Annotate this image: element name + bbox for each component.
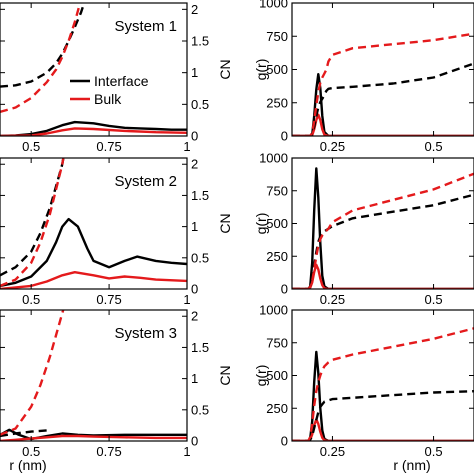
panel-title: System 1 bbox=[114, 18, 177, 35]
series-line-bulk-solid bbox=[0, 271, 187, 289]
legend-label-interface: Interface bbox=[94, 73, 149, 89]
panel-title: System 2 bbox=[114, 173, 177, 190]
x-tick-label: 0.25 bbox=[320, 292, 345, 307]
series-line-bulk-dashed bbox=[0, 3, 82, 114]
y-tick-label: 1000 bbox=[259, 151, 288, 166]
x-tick-label: 0.5 bbox=[425, 139, 443, 154]
y-tick-label: 750 bbox=[266, 335, 288, 350]
x-tick-label: 0.5 bbox=[22, 444, 40, 459]
series-group bbox=[292, 327, 474, 441]
x-tick-label: 0.75 bbox=[96, 444, 121, 459]
x-axis-label: r (nm) bbox=[9, 457, 46, 473]
y-tick-label: 0 bbox=[191, 282, 198, 297]
y-tick-label: 1 bbox=[191, 219, 198, 234]
y-tick-label: 500 bbox=[266, 216, 288, 231]
series-line-bulk-solid bbox=[0, 127, 187, 136]
x-tick-label: 0.75 bbox=[96, 139, 121, 154]
panel-right-middle: 0.25 0.5 0 250 500 750 1000 g(r) bbox=[253, 151, 474, 307]
x-tick-label: 1 bbox=[183, 139, 190, 154]
series-line-bulk-dashed bbox=[0, 158, 65, 288]
series-line-bulk-dashed bbox=[0, 310, 65, 436]
series-line-interface-dashed bbox=[0, 429, 47, 438]
y-tick-label: 500 bbox=[266, 62, 288, 77]
x-tick-label: 0.5 bbox=[425, 444, 443, 459]
y-tick-label: 1.5 bbox=[191, 34, 209, 49]
axes-frame bbox=[0, 2, 188, 137]
y-tick-label: 1000 bbox=[259, 0, 288, 11]
series-line-bulk-dashed bbox=[292, 172, 474, 289]
y-axis-label: CN bbox=[217, 365, 233, 385]
y-tick-label: 1 bbox=[191, 371, 198, 386]
x-tick-label: 0.25 bbox=[320, 444, 345, 459]
y-tick-label: 2 bbox=[191, 309, 198, 324]
y-tick-label: 500 bbox=[266, 368, 288, 383]
y-tick-label: 0 bbox=[281, 129, 288, 144]
y-tick-label: 0 bbox=[281, 434, 288, 449]
x-tick-label: 0.5 bbox=[22, 139, 40, 154]
series-line-bulk-solid bbox=[292, 418, 474, 441]
y-tick-label: 0 bbox=[191, 129, 198, 144]
legend-label-bulk: Bulk bbox=[94, 91, 122, 107]
y-tick-label: 250 bbox=[266, 401, 288, 416]
x-tick-label: 1 bbox=[183, 444, 190, 459]
y-tick-label: 1000 bbox=[259, 303, 288, 318]
axes-frame bbox=[0, 157, 188, 290]
y-axis-label: g(r) bbox=[253, 213, 269, 235]
y-tick-label: 1 bbox=[191, 65, 198, 80]
series-line-bulk-dashed bbox=[292, 32, 474, 136]
axes-frame bbox=[0, 309, 188, 442]
legend: Interface Bulk bbox=[70, 73, 149, 107]
series-group bbox=[0, 310, 187, 441]
y-tick-label: 2 bbox=[191, 157, 198, 172]
series-group bbox=[0, 158, 187, 289]
x-tick-label: 0.75 bbox=[96, 292, 121, 307]
series-line-interface-dashed bbox=[0, 3, 86, 88]
series-line-bulk-solid bbox=[0, 434, 187, 441]
x-tick-label: 0.25 bbox=[320, 139, 345, 154]
y-tick-label: 1.5 bbox=[191, 188, 209, 203]
series-group bbox=[292, 167, 474, 289]
y-tick-label: 0 bbox=[191, 434, 198, 449]
x-tick-label: 1 bbox=[183, 292, 190, 307]
y-tick-label: 0.5 bbox=[191, 402, 209, 417]
y-tick-label: 750 bbox=[266, 29, 288, 44]
y-axis-label: CN bbox=[217, 213, 233, 233]
y-axis-label: CN bbox=[217, 59, 233, 79]
y-tick-label: 0.5 bbox=[191, 250, 209, 265]
y-axis-label: g(r) bbox=[253, 365, 269, 387]
series-line-bulk-solid bbox=[292, 113, 474, 136]
y-tick-label: 250 bbox=[266, 249, 288, 264]
x-axis-label: r (nm) bbox=[393, 457, 430, 473]
y-tick-label: 750 bbox=[266, 183, 288, 198]
y-tick-label: 0 bbox=[281, 282, 288, 297]
series-line-bulk-solid bbox=[292, 263, 474, 289]
x-tick-label: 0.5 bbox=[425, 292, 443, 307]
series-group bbox=[292, 32, 474, 136]
panel-right-top: 0.25 0.5 0 250 500 750 1000 g(r) bbox=[253, 0, 474, 154]
series-line-bulk-dashed bbox=[292, 327, 474, 441]
panel-title: System 3 bbox=[114, 325, 177, 342]
y-tick-label: 2 bbox=[191, 2, 198, 17]
series-line-interface-solid bbox=[0, 217, 187, 288]
y-tick-label: 250 bbox=[266, 95, 288, 110]
x-tick-label: 0.5 bbox=[22, 292, 40, 307]
panel-right-bottom: 0.25 0.5 0 250 500 750 1000 g(r) r (nm) bbox=[253, 303, 474, 473]
y-axis-label: g(r) bbox=[253, 59, 269, 81]
y-tick-label: 0.5 bbox=[191, 97, 209, 112]
y-tick-label: 1.5 bbox=[191, 340, 209, 355]
